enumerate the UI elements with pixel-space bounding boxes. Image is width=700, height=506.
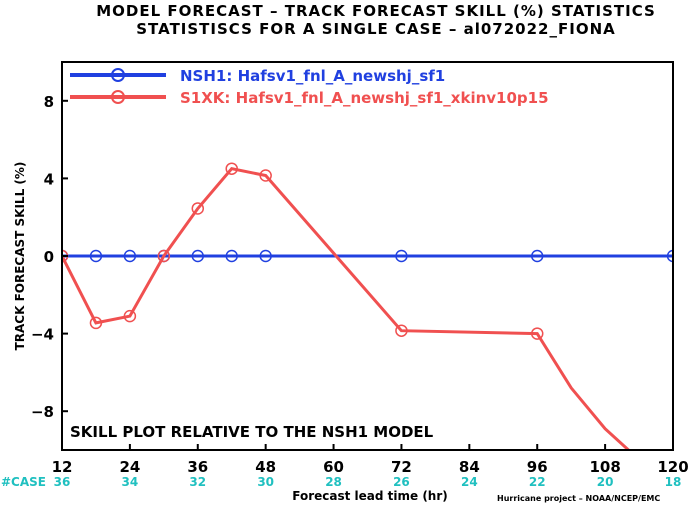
- case-count: 36: [54, 475, 71, 489]
- y-tick-label: −8: [31, 403, 54, 421]
- series-0-point: [191, 249, 205, 263]
- case-layer: 36 34 32 30 28 26 24 22 20 18: [54, 475, 682, 489]
- case-count: 18: [665, 475, 682, 489]
- credit-text: Hurricane project – NOAA/NCEP/EMC: [497, 494, 660, 503]
- series-0-point: [225, 249, 238, 263]
- x-axis-label: Forecast lead time (hr): [292, 489, 448, 503]
- tick-layer: 840−4−812 24 36 48 60 72 84 96 108 120: [31, 93, 689, 476]
- legend-marker-s1xk: [111, 90, 125, 104]
- case-count: 30: [257, 475, 274, 489]
- series-1-point: [225, 162, 238, 175]
- series-0-point: [89, 249, 103, 263]
- x-tick-label: 48: [255, 458, 276, 476]
- x-tick-label: 60: [323, 458, 344, 476]
- y-tick-label: −4: [31, 326, 54, 344]
- chart-title: MODEL FORECAST – TRACK FORECAST SKILL (%…: [96, 2, 656, 20]
- series-0-point: [530, 249, 544, 263]
- x-tick-label: 36: [187, 458, 208, 476]
- x-tick-label: 96: [527, 458, 548, 476]
- x-tick-label: 24: [119, 458, 140, 476]
- case-count: 26: [393, 475, 410, 489]
- skill-annotation: SKILL PLOT RELATIVE TO THE NSH1 MODEL: [70, 423, 434, 441]
- series-0-point: [666, 249, 673, 263]
- case-count: 22: [529, 475, 546, 489]
- legend-marker-nsh1: [111, 68, 125, 82]
- y-tick-label: 4: [44, 170, 54, 188]
- case-count: 24: [461, 475, 478, 489]
- x-tick-label: 120: [657, 458, 688, 476]
- x-tick-label: 72: [391, 458, 412, 476]
- y-tick-label: 8: [44, 93, 54, 111]
- x-tick-label: 12: [52, 458, 73, 476]
- series-0-point: [259, 249, 272, 263]
- case-count: 34: [122, 475, 139, 489]
- x-tick-label: 108: [589, 458, 620, 476]
- y-tick-label: 0: [44, 248, 54, 266]
- x-tick-label: 84: [459, 458, 480, 476]
- series-1-point: [259, 169, 272, 182]
- legend-label-nsh1: NSH1: Hafsv1_fnl_A_newshj_sf1: [180, 67, 445, 85]
- case-count: 32: [189, 475, 206, 489]
- series-1-point: [191, 202, 205, 215]
- chart-subtitle: STATISTISCS FOR A SINGLE CASE – al072022…: [136, 20, 615, 38]
- series-1-point: [395, 324, 408, 337]
- case-count: 20: [597, 475, 614, 489]
- legend: NSH1: Hafsv1_fnl_A_newshj_sf1 S1XK: Hafs…: [70, 67, 549, 107]
- series-1-point: [530, 327, 544, 340]
- series-1-point: [89, 316, 103, 330]
- y-axis-label: TRACK FORECAST SKILL (%): [13, 162, 27, 351]
- legend-label-s1xk: S1XK: Hafsv1_fnl_A_newshj_sf1_xkinv10p15: [180, 89, 549, 107]
- case-label: #CASE: [1, 475, 46, 489]
- series-line-1: [62, 167, 631, 450]
- series-1-point: [123, 309, 137, 323]
- case-count: 28: [325, 475, 342, 489]
- series-0-point: [395, 249, 408, 263]
- series-1-point: [157, 249, 171, 263]
- series-0-point: [123, 249, 137, 263]
